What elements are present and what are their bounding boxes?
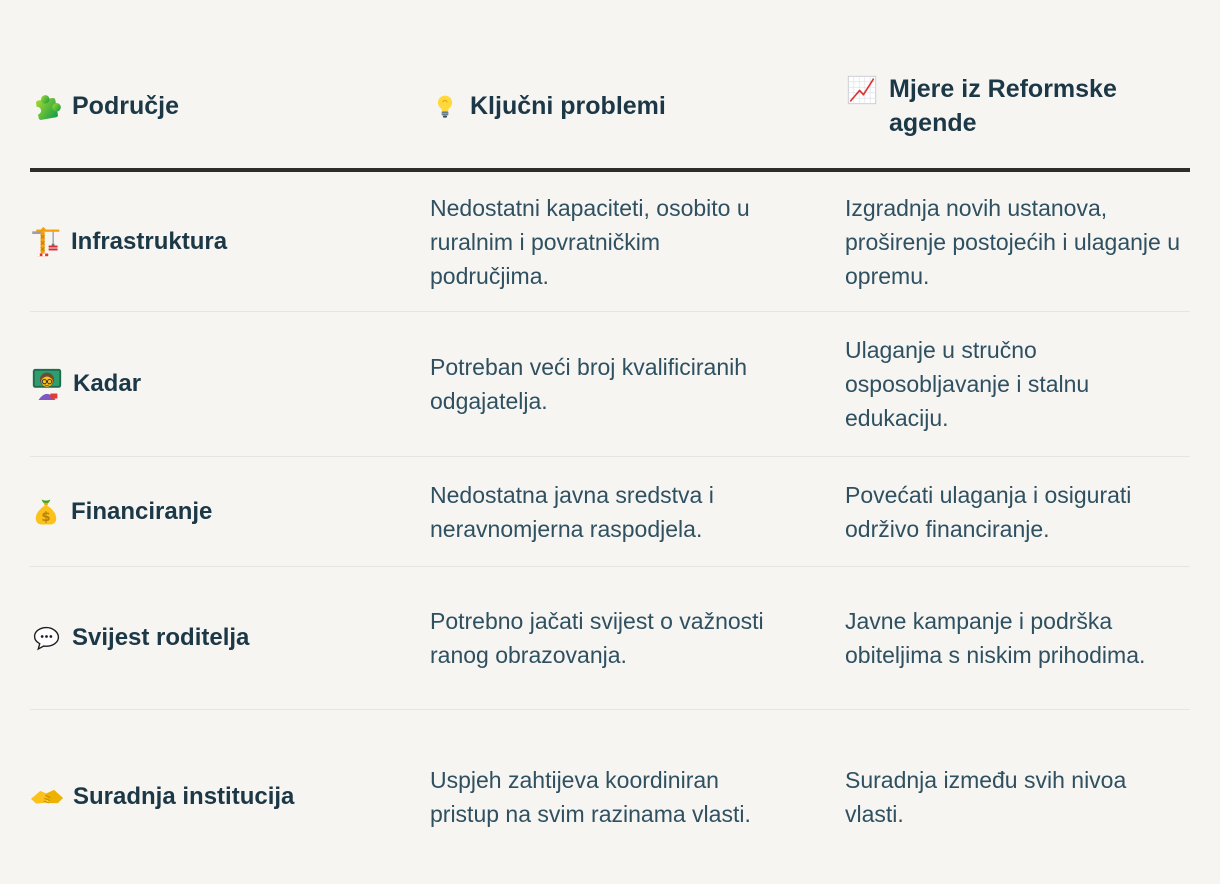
area-label: Financiranje xyxy=(71,497,213,525)
measure-cell: Javne kampanje i podrška obiteljima s ni… xyxy=(845,604,1190,672)
problem-cell: Potrebno jačati svijest o važnosti ranog… xyxy=(430,604,845,672)
area-label: Svijest roditelja xyxy=(72,624,250,651)
measure-text: Povećati ulaganja i osigurati održivo fi… xyxy=(845,481,1132,542)
table-row-suradnja-institucija: Suradnja institucija Uspjeh zahtijeva ko… xyxy=(30,710,1190,884)
area-cell: Kadar xyxy=(30,367,430,401)
area-cell: Svijest roditelja xyxy=(30,622,430,655)
problem-text: Potreban veći broj kvalificiranih odgaja… xyxy=(430,354,748,414)
handshake-icon xyxy=(30,780,64,814)
table-row-financiranje: $ Financiranje Nedostatna javna sredstva… xyxy=(30,457,1190,567)
measure-text: Izgradnja novih ustanova, proširenje pos… xyxy=(845,194,1180,289)
area-label: Kadar xyxy=(73,370,142,397)
problem-cell: Nedostatna javna sredstva i neravnomjern… xyxy=(430,478,845,546)
table-row-infrastruktura: Infrastruktura Nedostatni kapaciteti, os… xyxy=(30,172,1190,312)
problem-text: Uspjeh zahtijeva koordiniran pristup na … xyxy=(430,767,751,827)
table-row-kadar: Kadar Potreban veći broj kvalificiranih … xyxy=(30,312,1190,457)
area-cell: $ Financiranje xyxy=(30,496,430,528)
problem-cell: Nedostatni kapaciteti, osobito u ruralni… xyxy=(430,191,845,293)
problem-text: Potrebno jačati svijest o važnosti ranog… xyxy=(430,608,764,668)
column-header-label: Mjere iz Reformske agende xyxy=(889,75,1117,137)
area-label: Suradnja institucija xyxy=(73,783,295,810)
svg-text:$: $ xyxy=(41,509,50,524)
column-header-problemi: Ključni problemi xyxy=(430,45,845,123)
chart-increasing-icon xyxy=(845,73,879,107)
puzzle-piece-icon xyxy=(30,90,62,122)
area-cell: Suradnja institucija xyxy=(30,780,430,814)
teacher-icon xyxy=(30,367,64,401)
column-header-label: Područje xyxy=(72,92,179,120)
area-cell: Infrastruktura xyxy=(30,226,430,258)
measure-cell: Povećati ulaganja i osigurati održivo fi… xyxy=(845,478,1190,546)
money-bag-icon: $ xyxy=(30,496,62,528)
problem-cell: Uspjeh zahtijeva koordiniran pristup na … xyxy=(430,763,845,831)
measure-cell: Suradnja između svih nivoa vlasti. xyxy=(845,763,1190,831)
measure-text: Suradnja između svih nivoa vlasti. xyxy=(845,767,1127,827)
table-row-svijest-roditelja: Svijest roditelja Potrebno jačati svijes… xyxy=(30,567,1190,710)
problem-text: Nedostatni kapaciteti, osobito u ruralni… xyxy=(430,194,750,289)
speech-balloon-icon xyxy=(30,622,63,655)
column-header-label: Ključni problemi xyxy=(470,92,666,120)
lightbulb-icon xyxy=(430,90,460,122)
problem-cell: Potreban veći broj kvalificiranih odgaja… xyxy=(430,350,845,418)
measure-cell: Izgradnja novih ustanova, proširenje pos… xyxy=(845,191,1190,293)
area-label: Infrastruktura xyxy=(71,227,228,255)
measure-text: Javne kampanje i podrška obiteljima s ni… xyxy=(845,608,1146,668)
measure-cell: Ulaganje u stručno osposobljavanje i sta… xyxy=(845,333,1190,435)
column-header-mjere: Mjere iz Reformske agende xyxy=(845,28,1190,140)
measure-text: Ulaganje u stručno osposobljavanje i sta… xyxy=(845,337,1090,431)
construction-crane-icon xyxy=(30,226,62,258)
table-header-row: Područje Ključni problemi xyxy=(30,0,1190,172)
problem-text: Nedostatna javna sredstva i neravnomjern… xyxy=(430,481,714,542)
column-header-podrucje: Područje xyxy=(30,45,430,123)
